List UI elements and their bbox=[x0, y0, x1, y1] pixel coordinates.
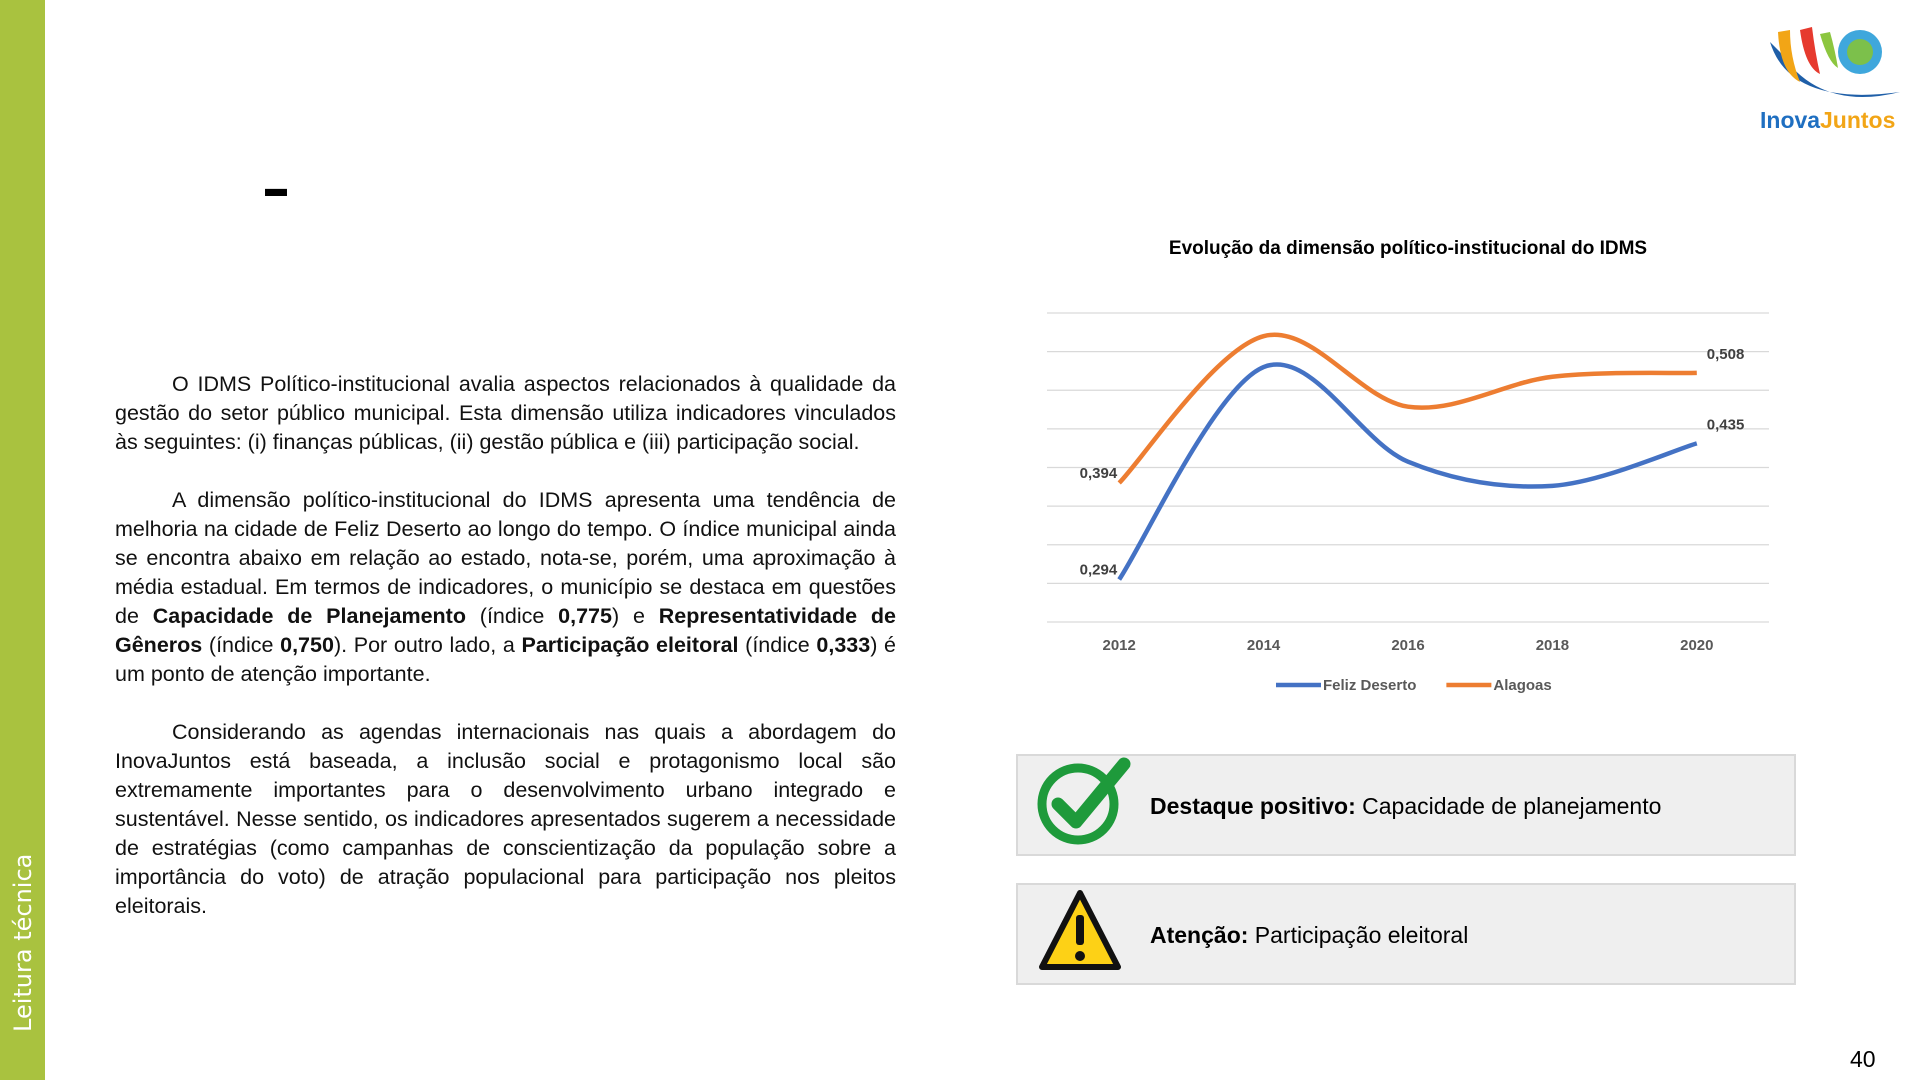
line-series bbox=[1117, 362, 1698, 581]
legend-label: Alagoas bbox=[1493, 677, 1551, 694]
sidebar-label: Leitura técnica bbox=[9, 853, 37, 1032]
logo: Inova Juntos bbox=[1760, 12, 1910, 137]
logo-text: Juntos bbox=[1820, 107, 1895, 133]
chart: Evolução da dimensão político-institucio… bbox=[1047, 238, 1769, 694]
text-run: (índice bbox=[465, 604, 559, 628]
text-run: Capacidade de Planejamento bbox=[152, 604, 466, 628]
x-tick-label: 2020 bbox=[1680, 637, 1713, 654]
text-run: ). Por outro lado, a bbox=[333, 633, 522, 657]
text-run: (índice bbox=[202, 633, 281, 657]
paragraph: A dimensão político-institucional do IDM… bbox=[115, 486, 896, 689]
chart-title: Evolução da dimensão político-institucio… bbox=[1169, 238, 1647, 259]
text-run: O IDMS Político-institucional avalia asp… bbox=[115, 372, 896, 454]
text-run: Representatividade de Gêneros bbox=[115, 604, 896, 657]
logo-art: Inova Juntos bbox=[1760, 27, 1900, 133]
data-label: 0,294 bbox=[1080, 562, 1118, 579]
logo-text: Inova bbox=[1760, 107, 1820, 133]
legend-label: Feliz Deserto bbox=[1323, 677, 1416, 694]
highlight-text: Destaque positivo: Capacidade de planeja… bbox=[1150, 756, 1661, 856]
body-text: O IDMS Político-institucional avalia asp… bbox=[115, 370, 896, 950]
highlight-value: Capacidade de planejamento bbox=[1355, 793, 1662, 819]
data-label: 0,508 bbox=[1707, 346, 1745, 363]
warning-icon bbox=[1039, 890, 1121, 970]
text-run: A dimensão político-institucional do IDM… bbox=[115, 488, 896, 628]
text-run: 0,333 bbox=[816, 633, 871, 657]
text-run: 0,775 bbox=[558, 604, 612, 628]
text-run: 0,750 bbox=[280, 633, 334, 657]
check-icon bbox=[1037, 757, 1131, 845]
x-tick-label: 2018 bbox=[1536, 637, 1569, 654]
text-run: Considerando as agendas internacionais n… bbox=[115, 720, 896, 918]
text-run: (índice bbox=[738, 633, 817, 657]
highlight-label: Destaque positivo: bbox=[1150, 793, 1356, 819]
page-number: 40 bbox=[1850, 1046, 1876, 1072]
paragraph: O IDMS Político-institucional avalia asp… bbox=[115, 370, 896, 457]
data-label: 0,394 bbox=[1080, 465, 1118, 482]
x-tick-label: 2012 bbox=[1103, 637, 1136, 654]
x-tick-label: 2016 bbox=[1391, 637, 1424, 654]
highlight-label: Atenção: bbox=[1150, 922, 1249, 948]
highlight-text: Atenção: Participação eleitoral bbox=[1150, 885, 1468, 985]
paragraph: Considerando as agendas internacionais n… bbox=[115, 718, 896, 921]
sidebar: Leitura técnica bbox=[0, 0, 45, 1080]
highlight-box: Destaque positivo: Capacidade de planeja… bbox=[1016, 754, 1796, 856]
text-run: ) e bbox=[611, 604, 659, 628]
data-label: 0,435 bbox=[1707, 416, 1745, 433]
highlight-box: Atenção: Participação eleitoral bbox=[1016, 883, 1796, 985]
line-series bbox=[1117, 332, 1697, 485]
x-tick-label: 2014 bbox=[1247, 637, 1281, 654]
text-run: ) é um ponto de atenção importante. bbox=[115, 633, 896, 686]
highlight-value: Participação eleitoral bbox=[1248, 922, 1469, 948]
text-run: Participação eleitoral bbox=[521, 633, 739, 657]
title: – bbox=[262, 157, 290, 222]
